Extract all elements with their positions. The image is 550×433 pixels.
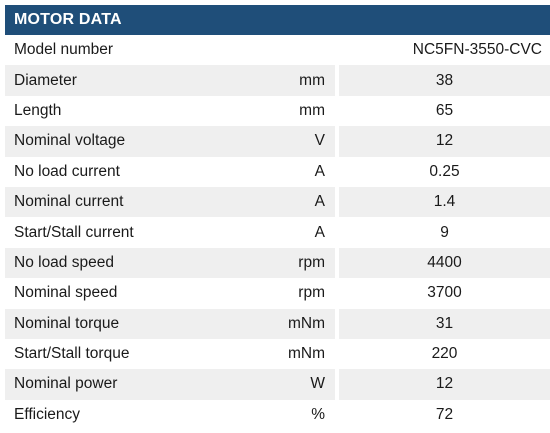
row-label: Start/Stall current (14, 223, 134, 241)
row-unit: rpm (298, 284, 325, 302)
row-value-cell: 38 (339, 65, 550, 96)
row-unit: A (314, 162, 325, 180)
table-row: Diameter mm 38 (5, 65, 550, 96)
row-unit: rpm (298, 253, 325, 271)
row-label: Diameter (14, 71, 77, 89)
row-unit: A (314, 223, 325, 241)
table-row: Start/Stall current A 9 (5, 217, 550, 247)
table-row: Nominal voltage V 12 (5, 126, 550, 157)
row-value: 4400 (427, 253, 462, 271)
table-row: Nominal power W 12 (5, 369, 550, 400)
row-value: 220 (431, 345, 458, 363)
row-label: No load current (14, 162, 120, 180)
table-row: Efficiency % 72 (5, 400, 550, 430)
row-unit: % (311, 405, 325, 423)
table-row: Start/Stall torque mNm 220 (5, 339, 550, 369)
table-header: MOTOR DATA (5, 5, 550, 35)
row-value-cell: 9 (339, 217, 550, 247)
row-label: Nominal speed (14, 284, 118, 302)
row-value-cell: NC5FN-3550-CVC (339, 35, 550, 65)
row-value: 72 (435, 405, 454, 423)
row-value: 0.25 (429, 162, 460, 180)
row-value: 65 (435, 101, 454, 119)
row-value: 3700 (427, 284, 462, 302)
row-unit: mNm (287, 345, 325, 363)
row-label-cell: Diameter mm (5, 65, 335, 96)
row-value: NC5FN-3550-CVC (412, 41, 542, 59)
row-unit: mm (299, 101, 325, 119)
row-label: Nominal power (14, 375, 118, 393)
table-row: Nominal speed rpm 3700 (5, 278, 550, 308)
row-label-cell: Nominal torque mNm (5, 308, 335, 339)
row-label-cell: Start/Stall torque mNm (5, 339, 335, 369)
row-value-cell: 12 (339, 369, 550, 400)
row-value: 38 (435, 71, 454, 89)
row-unit: A (314, 193, 325, 211)
row-value-cell: 1.4 (339, 186, 550, 218)
table-row: No load current A 0.25 (5, 157, 550, 187)
row-label-cell: Nominal current A (5, 186, 335, 218)
row-value: 12 (435, 132, 454, 150)
table-row: Length mm 65 (5, 96, 550, 126)
row-value-cell: 72 (339, 400, 550, 430)
row-label-cell: Nominal voltage V (5, 126, 335, 157)
row-label-cell: No load current A (5, 157, 335, 187)
row-label: Length (14, 101, 62, 119)
row-value: 31 (435, 314, 454, 332)
row-value: 1.4 (433, 193, 456, 211)
row-label: No load speed (14, 253, 114, 271)
row-value-cell: 12 (339, 126, 550, 157)
row-value-cell: 3700 (339, 278, 550, 308)
table-row: Nominal current A 1.4 (5, 186, 550, 218)
row-label-cell: Length mm (5, 96, 335, 126)
row-label-cell: Model number (5, 35, 335, 65)
row-label-cell: No load speed rpm (5, 247, 335, 279)
row-label: Nominal voltage (14, 132, 126, 150)
motor-data-table: MOTOR DATA Model number NC5FN-3550-CVC D… (5, 5, 550, 430)
table-row-model-number: Model number NC5FN-3550-CVC (5, 35, 550, 65)
row-value: 12 (435, 375, 454, 393)
row-value: 9 (440, 223, 449, 241)
row-unit: mm (299, 71, 325, 89)
row-unit: mNm (287, 314, 325, 332)
row-value-cell: 65 (339, 96, 550, 126)
row-unit: V (314, 132, 325, 150)
row-label: Start/Stall torque (14, 345, 130, 363)
row-value-cell: 220 (339, 339, 550, 369)
table-row: Nominal torque mNm 31 (5, 308, 550, 339)
row-value-cell: 0.25 (339, 157, 550, 187)
row-value-cell: 31 (339, 308, 550, 339)
row-label: Nominal torque (14, 314, 120, 332)
row-label-cell: Start/Stall current A (5, 217, 335, 247)
row-value-cell: 4400 (339, 247, 550, 279)
row-label: Nominal current (14, 193, 124, 211)
row-label-cell: Efficiency % (5, 400, 335, 430)
table-row: No load speed rpm 4400 (5, 247, 550, 279)
row-label-cell: Nominal speed rpm (5, 278, 335, 308)
row-label: Efficiency (14, 405, 81, 423)
row-label: Model number (14, 41, 114, 59)
row-unit: W (310, 375, 325, 393)
row-label-cell: Nominal power W (5, 369, 335, 400)
